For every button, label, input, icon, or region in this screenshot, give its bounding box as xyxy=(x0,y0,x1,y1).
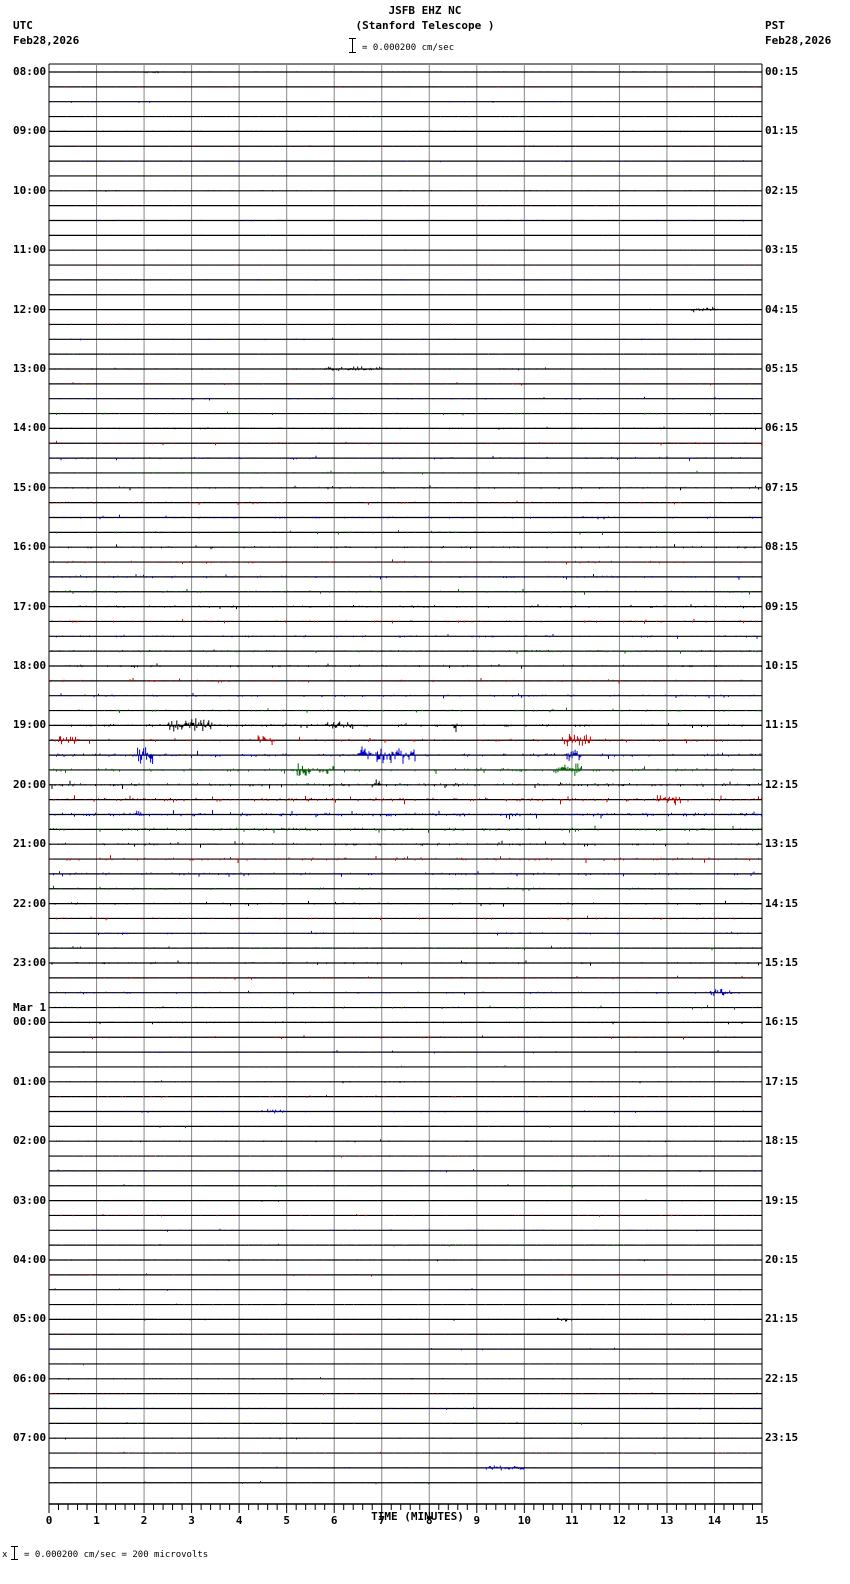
utc-hour-label: 09:00 xyxy=(13,124,47,138)
pst-hour-label: 02:15 xyxy=(765,183,799,197)
x-tick-label: 2 xyxy=(140,1514,148,1527)
pst-hour-label: 13:15 xyxy=(765,837,799,851)
utc-hour-label: 05:00 xyxy=(13,1312,47,1326)
footer-scale-bar-icon xyxy=(11,1546,22,1560)
left-date: Feb28,2026 xyxy=(13,34,80,47)
utc-hour-label: 03:00 xyxy=(13,1193,47,1207)
utc-hour-label: 22:00 xyxy=(13,896,47,910)
pst-hour-label: 19:15 xyxy=(765,1193,799,1207)
x-tick-label: 7 xyxy=(378,1514,386,1527)
utc-hour-label: 15:00 xyxy=(13,480,47,494)
right-timezone: PST xyxy=(765,19,785,32)
x-tick-label: 4 xyxy=(235,1514,243,1527)
utc-hour-label: 10:00 xyxy=(13,183,47,197)
date-change-label: Mar 1 xyxy=(13,1000,47,1014)
x-tick-label: 15 xyxy=(755,1514,769,1527)
utc-hour-label: 20:00 xyxy=(13,777,47,791)
pst-hour-label: 01:15 xyxy=(765,124,799,138)
utc-hour-label: 13:00 xyxy=(13,362,47,375)
station-title: JSFB EHZ NC xyxy=(388,4,462,17)
pst-hour-label: 05:15 xyxy=(765,362,799,375)
pst-hour-label: 22:15 xyxy=(765,1371,799,1385)
utc-hour-label: 04:00 xyxy=(13,1253,47,1266)
utc-hour-label: 23:00 xyxy=(13,956,47,969)
right-date: Feb28,2026 xyxy=(765,34,832,47)
x-tick-label: 1 xyxy=(93,1514,100,1527)
footer-scale-text: = 0.000200 cm/sec = 200 microvolts xyxy=(24,1550,209,1560)
x-tick-label: 0 xyxy=(45,1514,53,1527)
left-timezone: UTC xyxy=(13,19,33,32)
x-tick-label: 13 xyxy=(660,1514,674,1527)
utc-hour-label: 18:00 xyxy=(13,659,47,672)
x-tick-label: 8 xyxy=(425,1514,433,1527)
pst-hour-label: 00:15 xyxy=(765,65,799,78)
utc-hour-label: 16:00 xyxy=(13,540,47,554)
pst-hour-label: 21:15 xyxy=(765,1312,799,1326)
x-tick-label: 9 xyxy=(473,1514,481,1527)
pst-hour-label: 08:15 xyxy=(765,540,799,554)
pst-hour-label: 14:15 xyxy=(765,896,799,910)
scale-text: = 0.000200 cm/sec xyxy=(362,43,455,53)
scale-bar-icon xyxy=(349,38,360,53)
site-title: (Stanford Telescope ) xyxy=(355,19,495,32)
utc-hour-label: 19:00 xyxy=(13,718,47,732)
utc-hour-label: 21:00 xyxy=(13,837,47,851)
utc-hour-label: 14:00 xyxy=(13,421,47,435)
utc-hour-label: 01:00 xyxy=(13,1074,47,1088)
pst-hour-label: 23:15 xyxy=(765,1431,799,1445)
utc-hour-label: 08:00 xyxy=(13,65,47,78)
utc-hour-label: 02:00 xyxy=(13,1134,47,1148)
x-tick-label: 6 xyxy=(330,1514,338,1527)
pst-hour-label: 09:15 xyxy=(765,599,799,613)
pst-hour-label: 03:15 xyxy=(765,243,799,257)
utc-hour-label: 00:00 xyxy=(13,1015,47,1029)
pst-hour-label: 06:15 xyxy=(765,421,799,435)
footer-prefix: x xyxy=(2,1550,8,1560)
x-tick-label: 3 xyxy=(188,1514,195,1527)
pst-hour-label: 12:15 xyxy=(765,777,799,791)
pst-hour-label: 17:15 xyxy=(765,1074,799,1088)
utc-hour-label: 12:00 xyxy=(13,302,47,316)
pst-hour-label: 04:15 xyxy=(765,302,799,316)
x-tick-label: 12 xyxy=(612,1514,627,1527)
utc-hour-label: 17:00 xyxy=(13,599,47,613)
utc-hour-label: 11:00 xyxy=(13,243,47,257)
x-tick-label: 11 xyxy=(565,1514,579,1527)
pst-hour-label: 20:15 xyxy=(765,1253,799,1266)
utc-hour-label: 06:00 xyxy=(13,1371,47,1385)
pst-hour-label: 15:15 xyxy=(765,956,799,969)
pst-hour-label: 07:15 xyxy=(765,480,799,494)
pst-hour-label: 11:15 xyxy=(765,718,799,732)
utc-hour-label: 07:00 xyxy=(13,1431,47,1445)
x-axis-label: TIME (MINUTES) xyxy=(371,1510,464,1523)
pst-hour-label: 18:15 xyxy=(765,1134,799,1148)
pst-hour-label: 10:15 xyxy=(765,659,799,672)
x-tick-label: 5 xyxy=(283,1514,290,1527)
pst-hour-label: 16:15 xyxy=(765,1015,799,1029)
x-tick-label: 14 xyxy=(707,1514,722,1527)
x-tick-label: 10 xyxy=(517,1514,531,1527)
